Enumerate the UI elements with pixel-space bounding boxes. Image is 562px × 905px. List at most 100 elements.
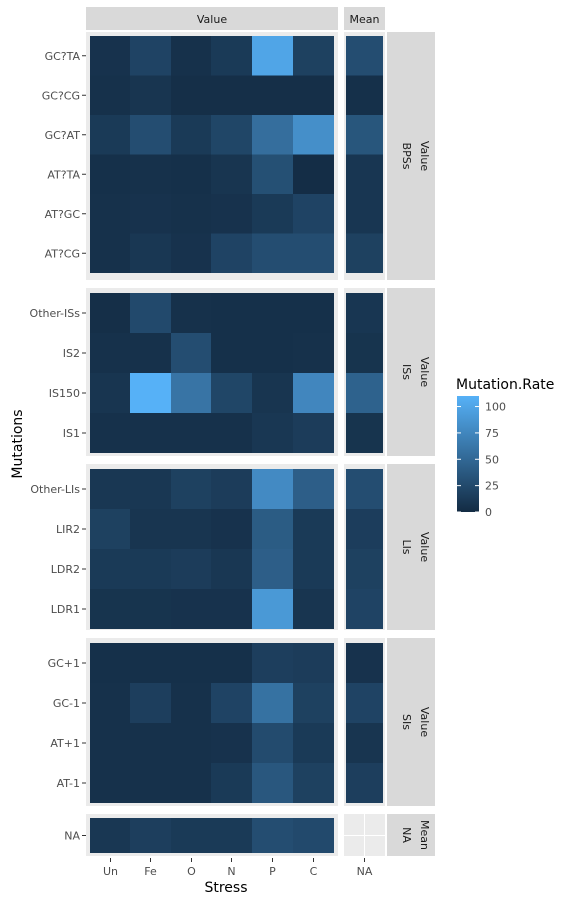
- heatmap-cell: [171, 115, 212, 155]
- legend-break-label: 0: [485, 506, 492, 519]
- heatmap-cell: [171, 333, 212, 373]
- heatmap-mean-cell: [346, 723, 383, 763]
- heatmap-cell: [211, 683, 252, 723]
- column-strip-mean: [344, 7, 385, 30]
- heatmap-cell: [90, 469, 131, 509]
- row-strip-label: SIs: [400, 714, 413, 730]
- heatmap-cell: [90, 154, 131, 194]
- heatmap-mean-cell: [346, 643, 383, 683]
- heatmap-cell: [252, 469, 293, 509]
- heatmap-cell: [293, 233, 334, 273]
- heatmap-mean-cell: [346, 549, 383, 589]
- heatmap-cell: [171, 36, 212, 76]
- x-tick-label: C: [310, 865, 318, 878]
- heatmap-cell: [130, 333, 171, 373]
- heatmap-cell: [171, 763, 212, 803]
- heatmap-cell: [90, 549, 131, 589]
- heatmap-cell: [90, 293, 131, 333]
- heatmap-cell: [211, 293, 252, 333]
- heatmap-cell: [130, 194, 171, 234]
- heatmap-cell: [252, 683, 293, 723]
- y-tick-label: GC?AT: [45, 129, 81, 142]
- heatmap-cell: [130, 763, 171, 803]
- heatmap-cell: [252, 509, 293, 549]
- heatmap-cell: [90, 75, 131, 115]
- heatmap-cell: [90, 818, 131, 853]
- heatmap-cell: [90, 194, 131, 234]
- x-tick-label: P: [269, 865, 276, 878]
- heatmap-cell: [211, 509, 252, 549]
- legend-title: Mutation.Rate: [456, 377, 554, 393]
- heatmap-cell: [130, 154, 171, 194]
- y-tick-label: LDR2: [51, 563, 80, 576]
- column-strip-value-label: Value: [197, 13, 227, 26]
- heatmap-cell: [90, 333, 131, 373]
- heatmap-cell: [252, 643, 293, 683]
- heatmap-cell: [171, 194, 212, 234]
- legend-break-label: 100: [485, 401, 506, 414]
- heatmap-cell: [90, 763, 131, 803]
- heatmap-mean-cell: [346, 509, 383, 549]
- row-strip-label: NA: [400, 827, 413, 843]
- heatmap-mean-cell: [346, 36, 383, 76]
- y-tick-label: IS2: [63, 347, 80, 360]
- heatmap-cell: [90, 643, 131, 683]
- y-tick-label: LDR1: [51, 603, 80, 616]
- heatmap-cell: [293, 36, 334, 76]
- row-strip-label: Value: [418, 141, 431, 171]
- heatmap-cell: [171, 293, 212, 333]
- heatmap-cell: [211, 115, 252, 155]
- heatmap-cell: [130, 75, 171, 115]
- y-tick-label: AT+1: [50, 737, 80, 750]
- heatmap-cell: [90, 589, 131, 629]
- heatmap-mean-cell: [346, 115, 383, 155]
- heatmap-cell: [293, 509, 334, 549]
- heatmap-cell: [211, 818, 252, 853]
- heatmap-cell: [171, 723, 212, 763]
- heatmap-cell: [211, 643, 252, 683]
- row-strip-label: Value: [418, 532, 431, 562]
- heatmap-cell: [90, 683, 131, 723]
- heatmap-mean-cell: [346, 413, 383, 453]
- row-strip: [387, 638, 435, 806]
- row-strip-label: LIs: [400, 539, 413, 554]
- heatmap-cell: [171, 75, 212, 115]
- row-strip-label: BPSs: [400, 143, 413, 170]
- heatmap-cell: [171, 509, 212, 549]
- heatmap-cell: [90, 36, 131, 76]
- heatmap-cell: [293, 643, 334, 683]
- heatmap-cell: [293, 469, 334, 509]
- heatmap-cell: [90, 413, 131, 453]
- x-tick-label: N: [227, 865, 235, 878]
- y-tick-label: AT?CG: [45, 247, 80, 260]
- x-axis-title: Stress: [204, 880, 247, 896]
- heatmap-cell: [130, 413, 171, 453]
- heatmap-mean-cell: [346, 293, 383, 333]
- heatmap-cell: [252, 75, 293, 115]
- y-tick-label: AT?TA: [47, 168, 80, 181]
- legend-colorbar: [457, 396, 479, 512]
- heatmap-cell: [211, 469, 252, 509]
- heatmap-cell: [293, 763, 334, 803]
- heatmap-cell: [130, 549, 171, 589]
- heatmap-cell: [130, 643, 171, 683]
- heatmap-cell: [252, 413, 293, 453]
- heatmap-cell: [211, 154, 252, 194]
- heatmap-cell: [171, 683, 212, 723]
- heatmap-cell: [252, 589, 293, 629]
- heatmap-cell: [293, 723, 334, 763]
- heatmap-cell: [90, 723, 131, 763]
- heatmap-cell: [90, 233, 131, 273]
- heatmap-cell: [171, 818, 212, 853]
- heatmap-mean-cell: [346, 763, 383, 803]
- row-strip: [387, 814, 435, 856]
- heatmap-mean-cell: [346, 589, 383, 629]
- heatmap-cell: [252, 763, 293, 803]
- y-tick-label: AT-1: [57, 777, 80, 790]
- heatmap-cell: [252, 115, 293, 155]
- heatmap-cell: [293, 373, 334, 413]
- heatmap-cell: [293, 75, 334, 115]
- legend-break-label: 25: [485, 480, 499, 493]
- heatmap-cell: [252, 549, 293, 589]
